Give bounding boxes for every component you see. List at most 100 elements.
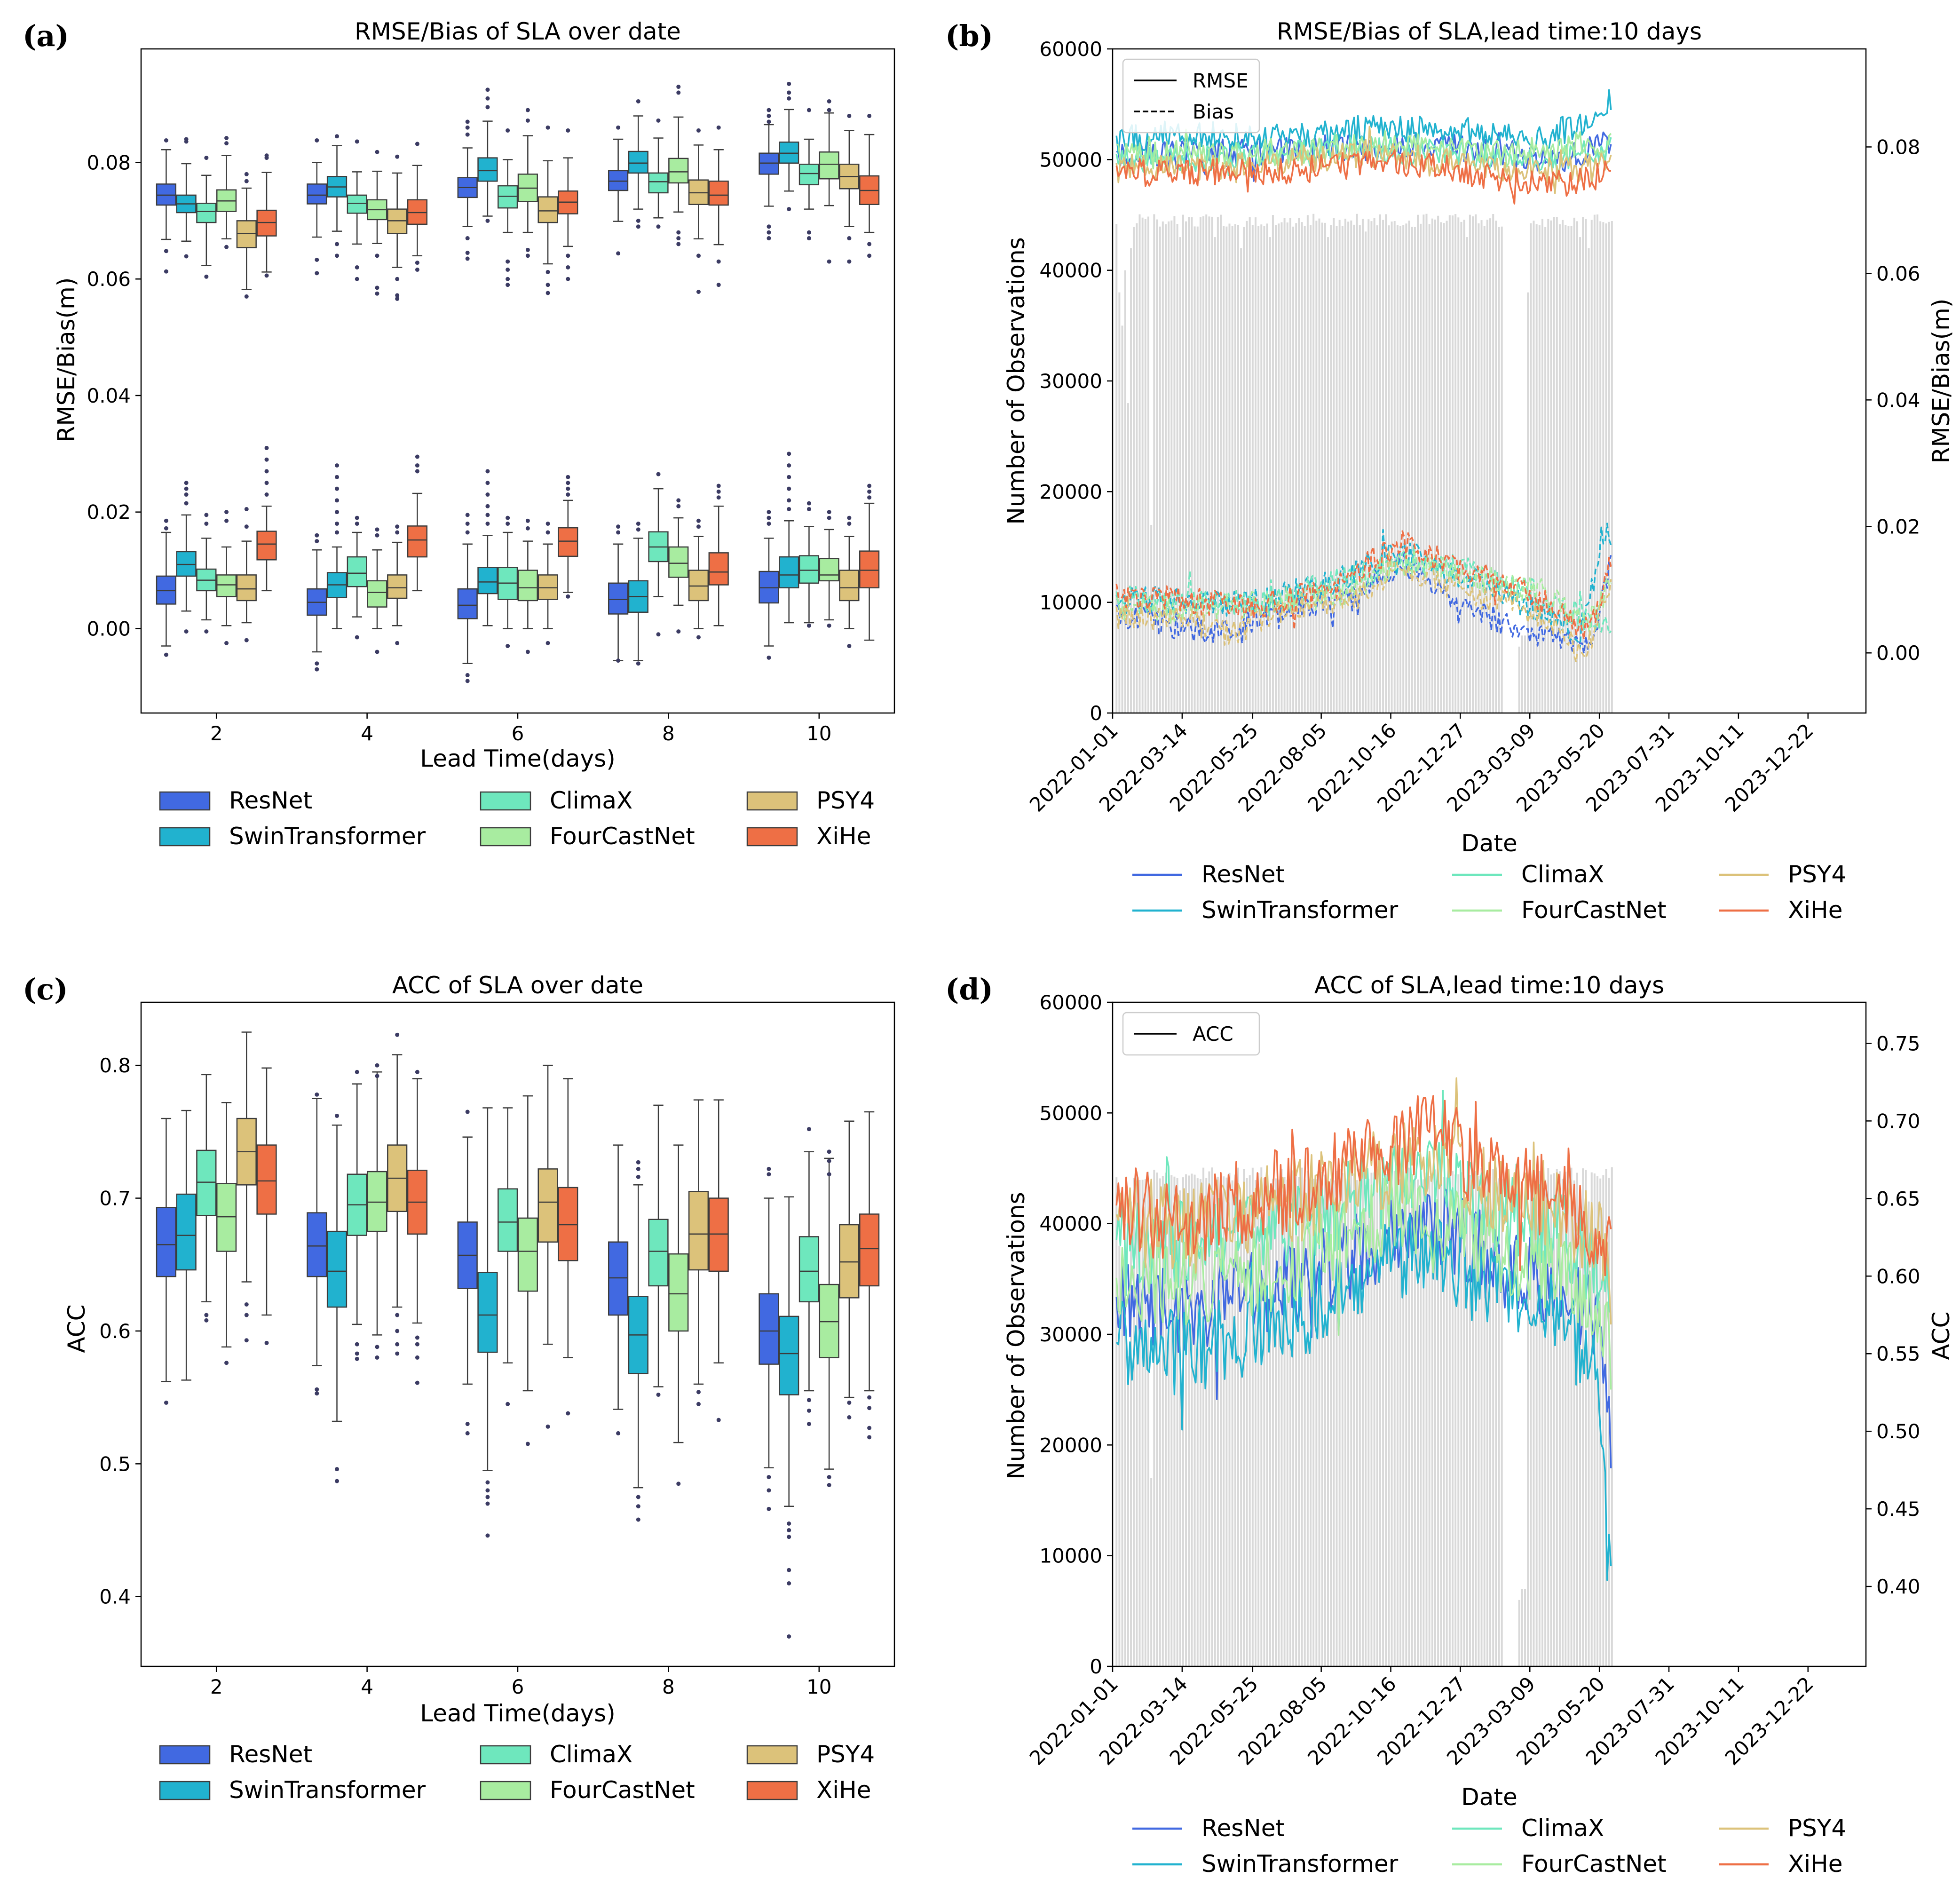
panel-b-observation-bar	[1498, 227, 1500, 713]
panel-a-box-rmse-xihe-lead-4-outlier	[415, 267, 419, 272]
panel-b-observation-bar	[1472, 216, 1474, 713]
panel-b-observation-bar	[1434, 219, 1436, 713]
panel-a-box-bias-swintransformer-lead-6-outlier	[485, 469, 490, 474]
panel-a-box-bias-swintransformer-lead-2-outlier	[184, 492, 189, 497]
panel-c-box-acc-psy4-lead-8-outlier	[696, 1390, 701, 1395]
panel-d-observation-bar	[1225, 1177, 1228, 1666]
panel-b-observation-bar	[1295, 223, 1297, 713]
panel-a-box-rmse-swintransformer-lead-10-outlier	[787, 90, 791, 95]
panel-b-observation-bar	[1376, 225, 1378, 713]
panel-b-observation-bar	[1214, 237, 1216, 713]
panel-a-box-bias-xihe-lead-2	[256, 445, 277, 592]
panel-c-xtick-label: 6	[512, 1675, 524, 1698]
panel-d-observation-bar	[1582, 1168, 1584, 1666]
panel-a-box-rmse-xihe-lead-6-outlier	[566, 277, 570, 281]
panel-b-observation-bar	[1469, 214, 1471, 713]
panel-b-legend-label-psy4: PSY4	[1788, 861, 1846, 888]
panel-a-box-bias-psy4-lead-4-outlier	[395, 524, 400, 529]
panel-c-box-acc-xihe-lead-6-outlier	[566, 1411, 570, 1416]
panel-d-observation-bar	[1173, 1176, 1176, 1666]
panel-b-observation-bar	[1489, 218, 1492, 713]
panel-a-box-rmse-climax-lead-6-outlier	[506, 283, 510, 287]
panel-a-box-bias-climax-lead-8-outlier	[656, 632, 661, 637]
panel-c-box-acc-swintransformer-lead-10-outlier	[787, 1535, 791, 1539]
panel-a-box-rmse-fourcastnet-lead-6-outlier	[525, 247, 530, 252]
panel-d-observation-bar	[1460, 1172, 1462, 1666]
panel-c-box-acc-climax-lead-2	[196, 1074, 217, 1323]
panel-c-box-acc-xihe-lead-4	[407, 1070, 428, 1385]
panel-a-box-bias-psy4-lead-10-iqr	[839, 570, 860, 602]
panel-b-observation-bar	[1318, 218, 1320, 713]
panel-a-box-bias-swintransformer-lead-10-iqr	[779, 556, 799, 588]
panel-d-observation-bar	[1576, 1173, 1578, 1666]
panel-a-box-rmse-xihe-lead-4	[407, 142, 428, 272]
panel-a-box-rmse-fourcastnet-lead-6-outlier	[525, 118, 530, 123]
panel-c-ytick-label: 0.7	[99, 1187, 131, 1210]
panel-a-box-rmse-psy4-lead-8	[688, 128, 709, 294]
panel-a-box-rmse-psy4-lead-4-outlier	[395, 296, 400, 301]
panel-d-observation-bar	[1130, 1201, 1132, 1666]
panel-c-box-acc-swintransformer-lead-4	[326, 1113, 348, 1483]
panel-a-box-rmse-swintransformer-lead-2-outlier	[184, 254, 189, 259]
panel-d-legend-item-climax: ClimaX	[1452, 1815, 1604, 1842]
panel-c-box-acc-swintransformer-lead-4-outlier	[335, 1467, 340, 1472]
panel-b-legend-item-swintransformer: SwinTransformer	[1132, 896, 1399, 924]
panel-d-observation-bar	[1469, 1175, 1471, 1666]
panel-c-legend-item-resnet: ResNet	[159, 1741, 312, 1768]
panel-c-box-acc-xihe-lead-8	[708, 1099, 729, 1422]
panel-b-observation-bar	[1353, 224, 1355, 713]
panel-d-observation-bar	[1118, 1245, 1121, 1666]
panel-d-ytick-right-label: 0.70	[1876, 1109, 1920, 1133]
panel-a-box-bias-swintransformer-lead-10	[779, 452, 799, 624]
panel-a-box-bias-xihe-lead-4-outlier	[415, 454, 419, 459]
panel-c-legend-swatch-psy4	[746, 1745, 798, 1765]
panel-b-observation-bar	[1454, 214, 1457, 713]
panel-c-ytick-label: 0.6	[99, 1320, 131, 1343]
panel-d-observation-bar	[1524, 1589, 1526, 1666]
panel-a-box-bias-swintransformer-lead-8-outlier	[636, 527, 640, 532]
panel-a-box-rmse-climax-lead-2	[196, 156, 217, 279]
panel-c-box-acc-xihe-lead-4-outlier	[415, 1070, 419, 1074]
panel-a-box-rmse-swintransformer-lead-8-outlier	[636, 224, 640, 229]
panel-c-box-acc-swintransformer-lead-2-iqr	[176, 1193, 197, 1271]
panel-b-observation-bar	[1361, 219, 1364, 713]
panel-a-box-rmse-fourcastnet-lead-8-outlier	[676, 90, 681, 95]
panel-b-observation-bar	[1179, 237, 1181, 713]
panel-a-box-rmse-xihe-lead-8-outlier	[716, 259, 721, 264]
panel-c-box-acc-xihe-lead-10-outlier	[867, 1435, 872, 1440]
panel-d-observation-bar	[1414, 1175, 1416, 1666]
panel-d-legend-item-swintransformer: SwinTransformer	[1132, 1850, 1399, 1878]
panel-a-box-rmse-xihe-lead-6-outlier	[566, 128, 570, 133]
panel-c-box-acc-xihe-lead-8-iqr	[708, 1197, 729, 1272]
panel-d-observation-bar	[1527, 1245, 1529, 1666]
panel-d-observation-bar	[1280, 1169, 1283, 1666]
panel-d-observation-bar	[1425, 1173, 1428, 1666]
panel-b-linestyle-legend: RMSE Bias	[1122, 58, 1260, 134]
panel-d-acc-timeseries: (d) ACC of SLA,lead time:10 days Number …	[945, 972, 1955, 1878]
panel-a-box-rmse-climax-lead-4-outlier	[355, 139, 359, 144]
panel-c-box-acc-climax-lead-6	[498, 1107, 518, 1406]
panel-d-observation-bar	[1588, 1201, 1590, 1666]
panel-a-box-bias-xihe-lead-6-outlier	[566, 492, 570, 497]
panel-c-box-acc-swintransformer-lead-8	[628, 1160, 648, 1522]
panel-c-box-acc-resnet-lead-4-outlier	[315, 1391, 319, 1396]
panel-a-box-bias-climax-lead-10-outlier	[806, 501, 811, 506]
panel-b-observation-bar	[1228, 223, 1231, 713]
panel-a-box-rmse-swintransformer-lead-6	[477, 87, 498, 223]
panel-c-box-acc-fourcastnet-lead-10-outlier	[827, 1483, 831, 1488]
panel-b-observation-bar	[1373, 218, 1375, 713]
panel-b-observation-bar	[1127, 403, 1129, 713]
panel-a-box-bias-climax-lead-10	[798, 501, 820, 628]
panel-a-box-rmse-climax-lead-6	[498, 128, 518, 287]
panel-a-box-bias-swintransformer-lead-4-outlier	[335, 486, 340, 491]
panel-a-box-rmse-resnet-lead-2-outlier	[164, 269, 168, 274]
panel-a-box-rmse-resnet-lead-6-outlier	[465, 236, 470, 241]
panel-c-ytick-label: 0.8	[99, 1054, 131, 1077]
panel-c-box-acc-fourcastnet-lead-4-outlier	[375, 1063, 379, 1068]
panel-a-xtick-label: 2	[210, 722, 223, 745]
panel-a-box-bias-resnet-lead-4-outlier	[315, 667, 319, 672]
panel-d-observation-bar	[1315, 1179, 1318, 1666]
panel-a-box-rmse-resnet-lead-2-outlier	[164, 249, 168, 254]
panel-b-observation-bar	[1254, 217, 1257, 713]
panel-d-observation-bar	[1480, 1168, 1483, 1666]
